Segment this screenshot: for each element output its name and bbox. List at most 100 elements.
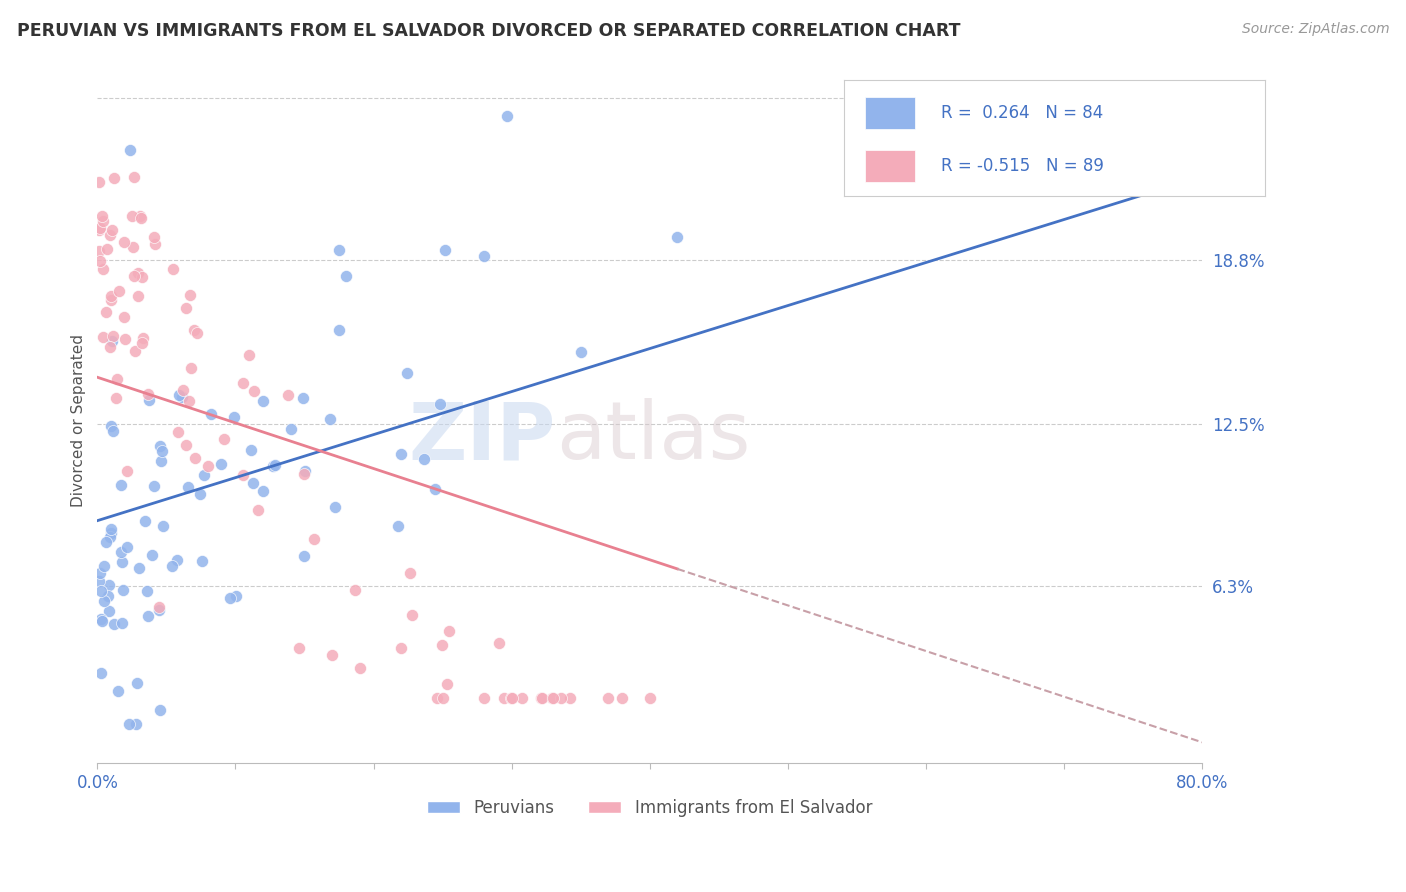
Text: PERUVIAN VS IMMIGRANTS FROM EL SALVADOR DIVORCED OR SEPARATED CORRELATION CHART: PERUVIAN VS IMMIGRANTS FROM EL SALVADOR … xyxy=(17,22,960,40)
Point xyxy=(186,326,208,341)
Point xyxy=(598,690,620,705)
Point xyxy=(510,690,533,705)
Point xyxy=(845,183,868,197)
Point xyxy=(426,690,449,705)
Point xyxy=(183,322,205,336)
Point xyxy=(179,288,201,302)
Point xyxy=(111,616,134,631)
Point xyxy=(149,703,172,717)
Text: R = -0.515   N = 89: R = -0.515 N = 89 xyxy=(941,157,1104,175)
Point xyxy=(494,690,516,705)
Point xyxy=(321,648,343,662)
Point xyxy=(134,514,156,528)
Point xyxy=(387,518,409,533)
Point xyxy=(103,616,125,631)
Point xyxy=(87,574,110,588)
Point xyxy=(193,468,215,483)
Point xyxy=(105,391,128,405)
Point xyxy=(219,591,242,605)
Point xyxy=(197,459,219,474)
Point xyxy=(93,593,115,607)
Point xyxy=(142,230,165,244)
Point xyxy=(294,465,316,479)
Point xyxy=(550,690,572,705)
Point xyxy=(103,171,125,186)
Point xyxy=(472,249,495,263)
Legend: Peruvians, Immigrants from El Salvador: Peruvians, Immigrants from El Salvador xyxy=(420,792,879,823)
Point xyxy=(530,690,553,705)
Point xyxy=(127,289,149,303)
Point xyxy=(89,254,111,268)
Point xyxy=(252,484,274,499)
Point xyxy=(541,690,564,705)
Point xyxy=(98,577,121,591)
Point xyxy=(96,535,118,549)
Point xyxy=(472,690,495,705)
Point xyxy=(90,583,112,598)
Point xyxy=(191,553,214,567)
Point xyxy=(89,566,111,581)
Point xyxy=(122,240,145,254)
Point xyxy=(531,690,554,705)
Point xyxy=(495,109,517,123)
Point xyxy=(162,261,184,276)
Point xyxy=(541,690,564,705)
Point xyxy=(105,372,128,386)
Point xyxy=(499,690,522,705)
Point xyxy=(87,176,110,190)
Point xyxy=(412,451,434,466)
Point xyxy=(389,640,412,655)
Point xyxy=(97,589,120,603)
Point xyxy=(148,599,170,614)
Point xyxy=(304,532,326,546)
Point xyxy=(399,566,422,580)
Point xyxy=(112,582,135,597)
Point xyxy=(328,243,350,257)
Point xyxy=(149,453,172,467)
Point xyxy=(91,262,114,277)
Point xyxy=(101,424,124,438)
Point xyxy=(110,478,132,492)
Point xyxy=(434,243,457,257)
Point xyxy=(131,211,153,226)
Point xyxy=(87,244,110,259)
Text: atlas: atlas xyxy=(555,399,751,476)
Point xyxy=(328,323,350,337)
Point xyxy=(292,467,315,481)
Point xyxy=(90,209,112,223)
Point xyxy=(252,394,274,409)
Point xyxy=(335,268,357,283)
Point xyxy=(152,518,174,533)
Point xyxy=(501,690,523,705)
Point xyxy=(238,348,260,362)
Point xyxy=(183,450,205,465)
Point xyxy=(239,443,262,458)
Point xyxy=(100,293,122,307)
Point xyxy=(98,604,121,618)
Point xyxy=(121,209,143,223)
Point xyxy=(98,340,121,354)
Point xyxy=(610,690,633,705)
Point xyxy=(638,690,661,705)
Point xyxy=(569,345,592,359)
Point xyxy=(432,638,454,652)
Point xyxy=(169,388,191,402)
Y-axis label: Divorced or Separated: Divorced or Separated xyxy=(72,334,86,507)
Point xyxy=(91,614,114,628)
Point xyxy=(112,235,135,249)
Point xyxy=(288,641,311,656)
Point xyxy=(93,558,115,573)
Point xyxy=(243,384,266,399)
Point xyxy=(87,223,110,237)
Point xyxy=(242,476,264,491)
Point xyxy=(91,330,114,344)
Point xyxy=(180,360,202,375)
Point xyxy=(118,717,141,731)
Point xyxy=(942,13,965,28)
Point xyxy=(167,425,190,439)
Point xyxy=(100,526,122,541)
Point xyxy=(127,267,149,281)
Point xyxy=(172,391,194,405)
Point xyxy=(131,269,153,284)
Point xyxy=(125,717,148,731)
